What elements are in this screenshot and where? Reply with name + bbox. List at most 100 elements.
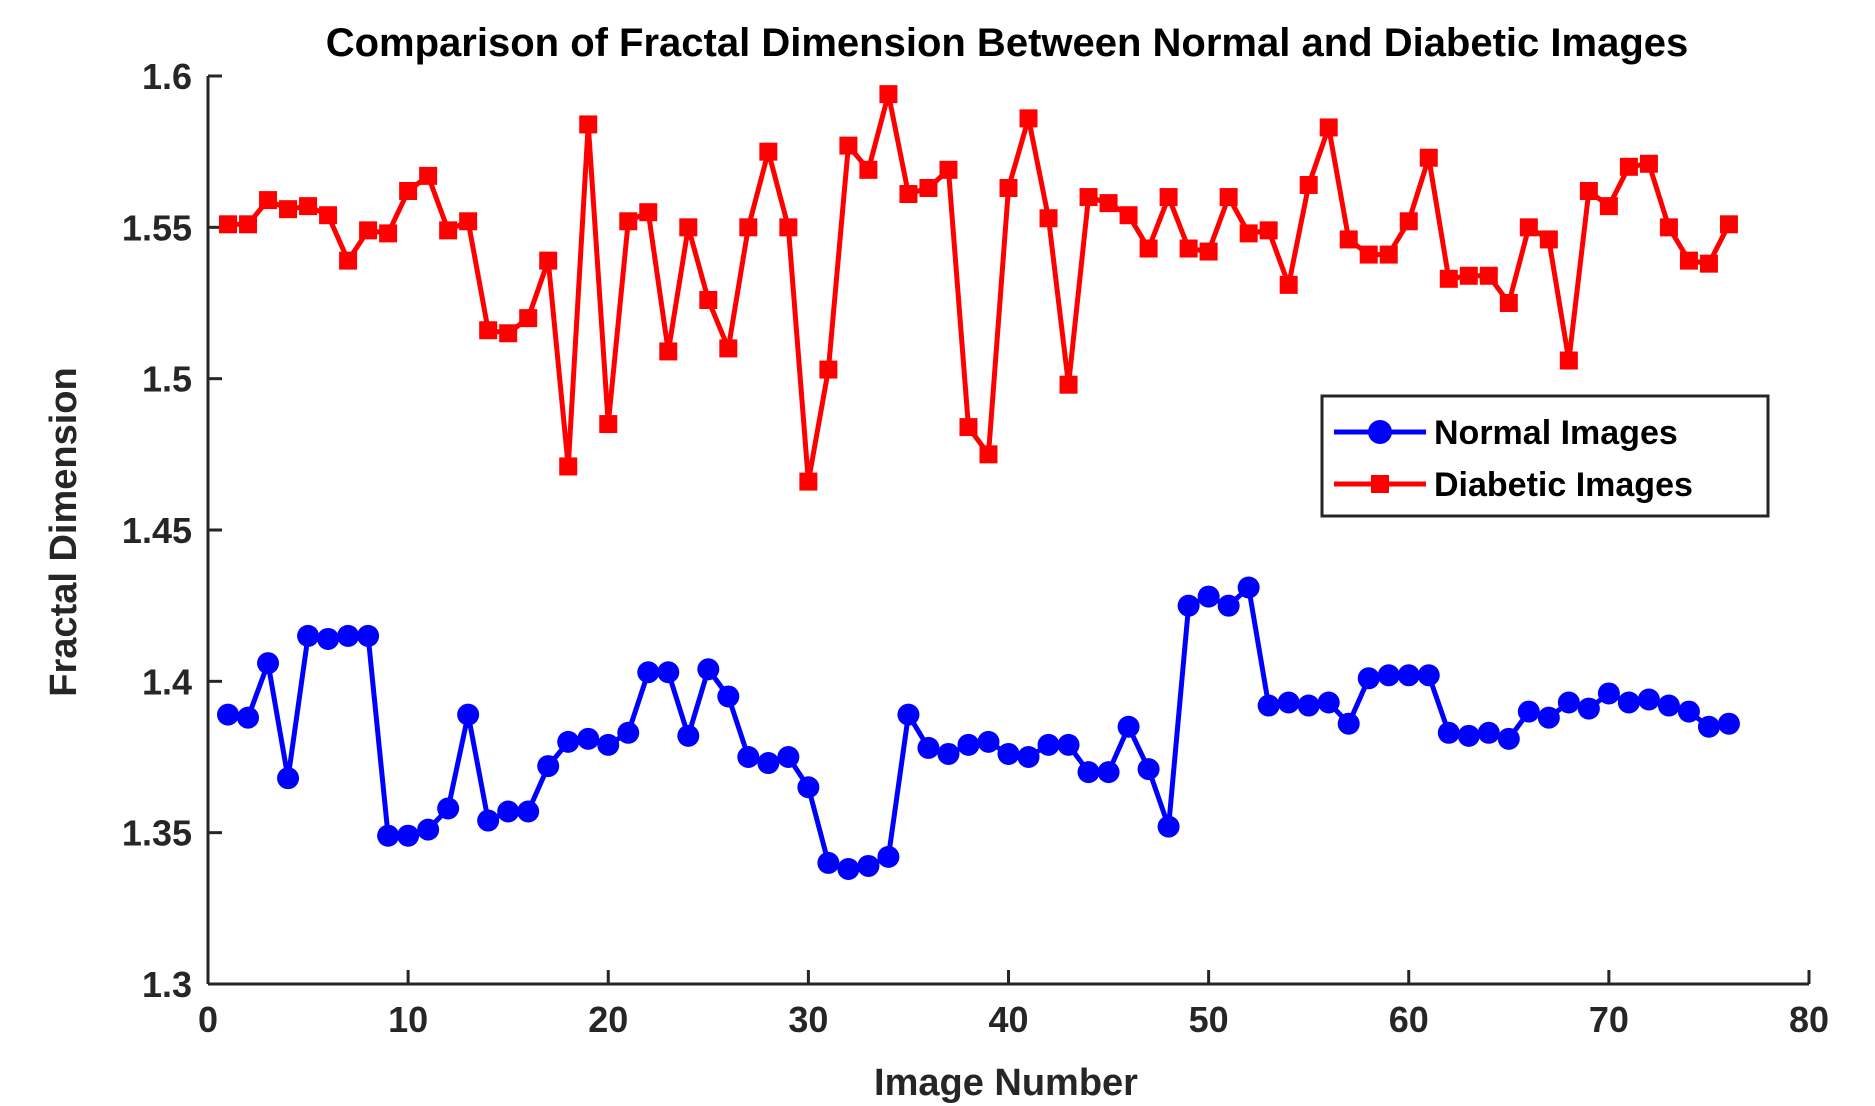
data-point — [837, 857, 860, 880]
data-point — [1099, 194, 1118, 213]
legend-item[interactable]: Diabetic Images — [1334, 466, 1693, 504]
data-point — [459, 212, 478, 231]
series-diabetic-images — [219, 85, 1738, 491]
data-point — [1059, 375, 1078, 394]
data-point — [1497, 727, 1520, 750]
data-point — [537, 755, 560, 778]
data-point — [797, 776, 820, 799]
data-point — [997, 742, 1020, 765]
x-tick-label: 20 — [588, 999, 628, 1040]
data-point — [1457, 724, 1480, 747]
data-point — [577, 727, 600, 750]
data-point — [519, 309, 538, 328]
legend[interactable]: Normal Images Diabetic Images — [1320, 394, 1770, 518]
data-point — [1057, 733, 1080, 756]
data-point — [1139, 239, 1158, 258]
data-point — [1617, 691, 1640, 714]
data-point — [1357, 667, 1380, 690]
data-point — [699, 290, 718, 309]
data-point — [1097, 761, 1120, 784]
data-point — [1017, 746, 1040, 768]
data-point — [1397, 664, 1420, 687]
y-tick-label: 1.3 — [142, 964, 192, 1005]
data-point — [1137, 758, 1160, 781]
data-point — [1437, 721, 1460, 744]
data-point — [437, 797, 460, 820]
data-point — [977, 730, 1000, 753]
data-point — [917, 736, 940, 759]
series-line — [228, 91, 1732, 485]
data-point — [419, 166, 438, 185]
data-point — [637, 661, 660, 684]
data-point — [277, 767, 300, 790]
data-point — [1039, 209, 1058, 228]
data-point — [399, 182, 418, 201]
data-point — [1639, 154, 1658, 173]
data-point — [1557, 691, 1580, 714]
legend-item[interactable]: Normal Images — [1334, 414, 1678, 452]
data-point — [499, 324, 518, 343]
plot-area — [217, 85, 1740, 880]
data-point — [379, 224, 398, 243]
data-point — [1377, 664, 1400, 687]
data-point — [1379, 245, 1398, 264]
data-point — [957, 733, 980, 756]
data-point — [879, 85, 898, 104]
data-point — [1159, 188, 1178, 207]
data-point — [819, 360, 838, 379]
data-point — [1299, 175, 1318, 194]
data-point — [877, 845, 900, 868]
x-tick-label: 50 — [1189, 999, 1229, 1040]
data-point — [1679, 251, 1698, 270]
data-point — [1259, 221, 1278, 240]
data-point — [1079, 188, 1098, 207]
x-tick-label: 0 — [198, 999, 218, 1040]
x-tick-label: 10 — [388, 999, 428, 1040]
y-tick-label: 1.55 — [122, 207, 192, 248]
data-point — [497, 800, 520, 823]
data-point — [257, 652, 280, 675]
data-point — [697, 658, 720, 681]
data-point — [1517, 700, 1540, 723]
data-point — [1637, 688, 1660, 711]
data-point — [1657, 694, 1680, 717]
data-point — [719, 339, 738, 358]
data-point — [1597, 682, 1620, 705]
data-point — [579, 115, 598, 134]
data-point — [617, 721, 640, 744]
data-point — [299, 197, 318, 216]
data-point — [539, 251, 558, 270]
y-tick-label: 1.4 — [142, 661, 192, 702]
data-point — [679, 218, 698, 237]
data-point — [639, 203, 658, 222]
data-point — [279, 200, 298, 219]
data-point — [659, 342, 678, 361]
x-tick-label: 70 — [1589, 999, 1629, 1040]
data-point — [1539, 230, 1558, 249]
data-point — [777, 746, 800, 768]
data-point — [1117, 715, 1140, 738]
data-point — [859, 160, 878, 179]
data-point — [1359, 245, 1378, 264]
y-axis-label: Fractal Dimension — [43, 367, 85, 696]
data-point — [457, 703, 480, 726]
data-point — [237, 706, 260, 729]
data-point — [979, 445, 998, 464]
data-point — [479, 321, 498, 340]
data-point — [397, 824, 420, 847]
data-point — [1417, 664, 1440, 687]
data-point — [1619, 157, 1638, 176]
data-point — [1319, 118, 1338, 137]
data-point — [899, 185, 918, 204]
data-point — [517, 800, 540, 823]
data-point — [737, 746, 760, 768]
data-point — [839, 136, 858, 155]
data-point — [1459, 266, 1478, 285]
data-point — [999, 178, 1018, 197]
data-point — [1697, 715, 1720, 738]
data-point — [1519, 218, 1538, 237]
data-point — [217, 703, 240, 726]
data-point — [1719, 215, 1738, 234]
data-point — [599, 415, 618, 434]
data-point — [717, 685, 740, 708]
